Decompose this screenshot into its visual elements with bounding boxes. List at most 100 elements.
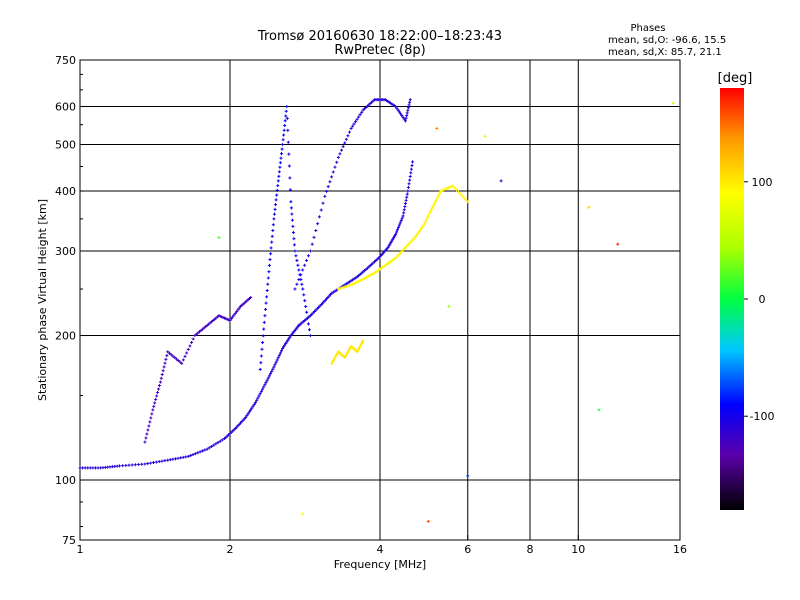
data-point <box>303 263 307 267</box>
data-point <box>404 116 408 120</box>
data-point <box>245 414 249 418</box>
data-point <box>196 331 200 335</box>
data-point <box>433 201 437 205</box>
data-point <box>421 224 425 228</box>
data-point <box>351 282 355 286</box>
x-tick-label: 4 <box>377 543 384 556</box>
data-point <box>347 280 351 284</box>
data-point <box>414 234 418 238</box>
data-point <box>403 205 407 209</box>
data-point <box>249 408 253 412</box>
data-point <box>244 415 248 419</box>
data-point <box>235 310 239 314</box>
data-point <box>289 206 293 210</box>
data-point <box>396 228 400 232</box>
data-point <box>293 287 297 291</box>
data-point <box>455 188 459 192</box>
data-point <box>266 282 270 286</box>
data-point <box>156 390 160 394</box>
data-point <box>279 156 283 160</box>
data-point <box>346 284 350 288</box>
y-tick-label: 200 <box>55 330 76 343</box>
data-point <box>96 466 100 470</box>
data-point <box>282 133 286 137</box>
data-point <box>394 232 398 236</box>
data-point <box>466 474 470 478</box>
colorbar-tick-label: 0 <box>759 293 766 306</box>
data-point <box>173 356 177 360</box>
data-point <box>154 460 158 464</box>
data-point <box>266 276 270 280</box>
phase-box-line-x: mean, sd,X: 85.7, 21.1 <box>608 47 722 58</box>
data-point <box>360 278 364 282</box>
data-point <box>258 367 262 371</box>
data-point <box>277 170 281 174</box>
data-point <box>207 446 211 450</box>
data-point <box>217 236 221 240</box>
data-point <box>336 287 340 291</box>
data-point <box>179 456 183 460</box>
data-point <box>178 360 182 364</box>
data-point <box>348 130 352 134</box>
data-point <box>352 281 356 285</box>
data-point <box>338 287 342 291</box>
data-point <box>190 340 194 344</box>
data-point <box>149 461 153 465</box>
data-point <box>398 221 402 225</box>
data-point <box>189 453 193 457</box>
data-point <box>275 358 279 362</box>
data-point <box>483 134 487 138</box>
data-point <box>197 330 201 334</box>
data-point <box>321 201 325 205</box>
data-point <box>351 124 355 128</box>
data-point <box>148 420 152 424</box>
data-point <box>143 440 147 444</box>
data-point <box>391 237 395 241</box>
data-point <box>316 222 320 226</box>
data-point <box>343 285 347 289</box>
data-point <box>278 165 282 169</box>
data-point <box>271 229 275 233</box>
y-tick-label: 750 <box>55 54 76 67</box>
data-point <box>407 103 411 107</box>
data-point <box>306 254 310 258</box>
data-point <box>426 214 430 218</box>
data-point <box>300 282 304 286</box>
data-point <box>236 308 240 312</box>
data-point <box>438 191 442 195</box>
grid <box>80 60 680 540</box>
data-point <box>205 447 209 451</box>
data-point <box>295 282 299 286</box>
data-point <box>355 117 359 121</box>
data-point <box>306 316 310 320</box>
data-point <box>349 126 353 130</box>
data-point <box>285 116 289 120</box>
data-point <box>404 198 408 202</box>
data-point <box>281 138 285 142</box>
data-point <box>246 412 250 416</box>
data-point <box>456 190 460 194</box>
data-point <box>176 358 180 362</box>
data-point <box>397 223 401 227</box>
data-point <box>395 230 399 234</box>
data-point <box>153 401 157 405</box>
data-point <box>434 199 438 203</box>
data-point <box>294 254 298 258</box>
data-point <box>193 452 197 456</box>
data-point <box>269 246 273 250</box>
y-tick-label: 400 <box>55 185 76 198</box>
axis-ticks: 1 2 4 6 8 10 16 75 100 200 300 400 500 600 750 <box>55 54 687 556</box>
data-point <box>229 317 233 321</box>
data-point <box>130 463 134 467</box>
data-point <box>81 466 85 470</box>
data-point <box>308 249 312 253</box>
data-point <box>360 110 364 114</box>
data-point <box>272 365 276 369</box>
data-point <box>184 455 188 459</box>
data-point <box>422 223 426 227</box>
data-point <box>284 342 288 346</box>
data-point <box>291 224 295 228</box>
data-point <box>282 128 286 132</box>
data-point <box>290 212 294 216</box>
data-point <box>263 383 267 387</box>
